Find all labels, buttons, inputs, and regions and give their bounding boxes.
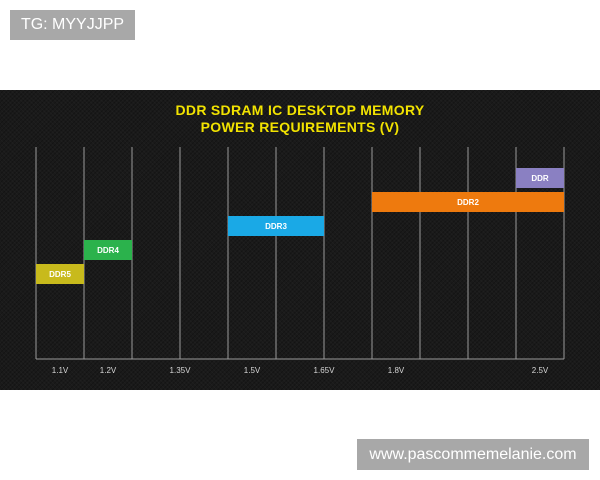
bar-ddr3: DDR3 bbox=[228, 216, 324, 236]
bar-label: DDR2 bbox=[457, 198, 479, 207]
bar-rect bbox=[84, 240, 132, 260]
chart-title: DDR SDRAM IC DESKTOP MEMORY POWER REQUIR… bbox=[0, 102, 600, 136]
x-tick-label: 1.8V bbox=[388, 366, 405, 375]
x-tick-label: 1.2V bbox=[100, 366, 117, 375]
grid-lines bbox=[35, 147, 565, 360]
x-tick-labels: 1.1V 1.2V 1.35V 1.5V 1.65V 1.8V 2.5V bbox=[52, 366, 549, 375]
bar-rect bbox=[372, 192, 564, 212]
bar-label: DDR5 bbox=[49, 270, 71, 279]
bar-label: DDR3 bbox=[265, 222, 287, 231]
bar-label: DDR bbox=[531, 174, 549, 183]
watermark-tag: TG: MYYJJPP bbox=[10, 10, 135, 40]
x-tick-label: 1.65V bbox=[314, 366, 336, 375]
bar-rect bbox=[516, 168, 564, 188]
chart-svg: DDR5 DDR4 DDR3 DDR2 DDR 1.1V 1.2V 1.35V 1.5V 1.6… bbox=[35, 147, 565, 375]
bar-ddr4: DDR4 bbox=[84, 240, 132, 260]
x-tick-label: 1.1V bbox=[52, 366, 69, 375]
x-tick-label: 2.5V bbox=[532, 366, 549, 375]
bar-ddr: DDR bbox=[516, 168, 564, 188]
x-tick-label: 1.5V bbox=[244, 366, 261, 375]
watermark-site: www.pascommemelanie.com bbox=[357, 439, 589, 470]
bar-rect bbox=[36, 264, 84, 284]
bars: DDR5 DDR4 DDR3 DDR2 DDR bbox=[36, 168, 564, 284]
chart-title-line2: POWER REQUIREMENTS (V) bbox=[200, 119, 400, 135]
chart-panel bbox=[0, 90, 600, 390]
bar-ddr5: DDR5 bbox=[36, 264, 84, 284]
bar-label: DDR4 bbox=[97, 246, 119, 255]
chart-title-line1: DDR SDRAM IC DESKTOP MEMORY bbox=[175, 102, 425, 118]
x-tick-label: 1.35V bbox=[170, 366, 192, 375]
bar-rect bbox=[228, 216, 324, 236]
bar-ddr2: DDR2 bbox=[372, 192, 564, 212]
